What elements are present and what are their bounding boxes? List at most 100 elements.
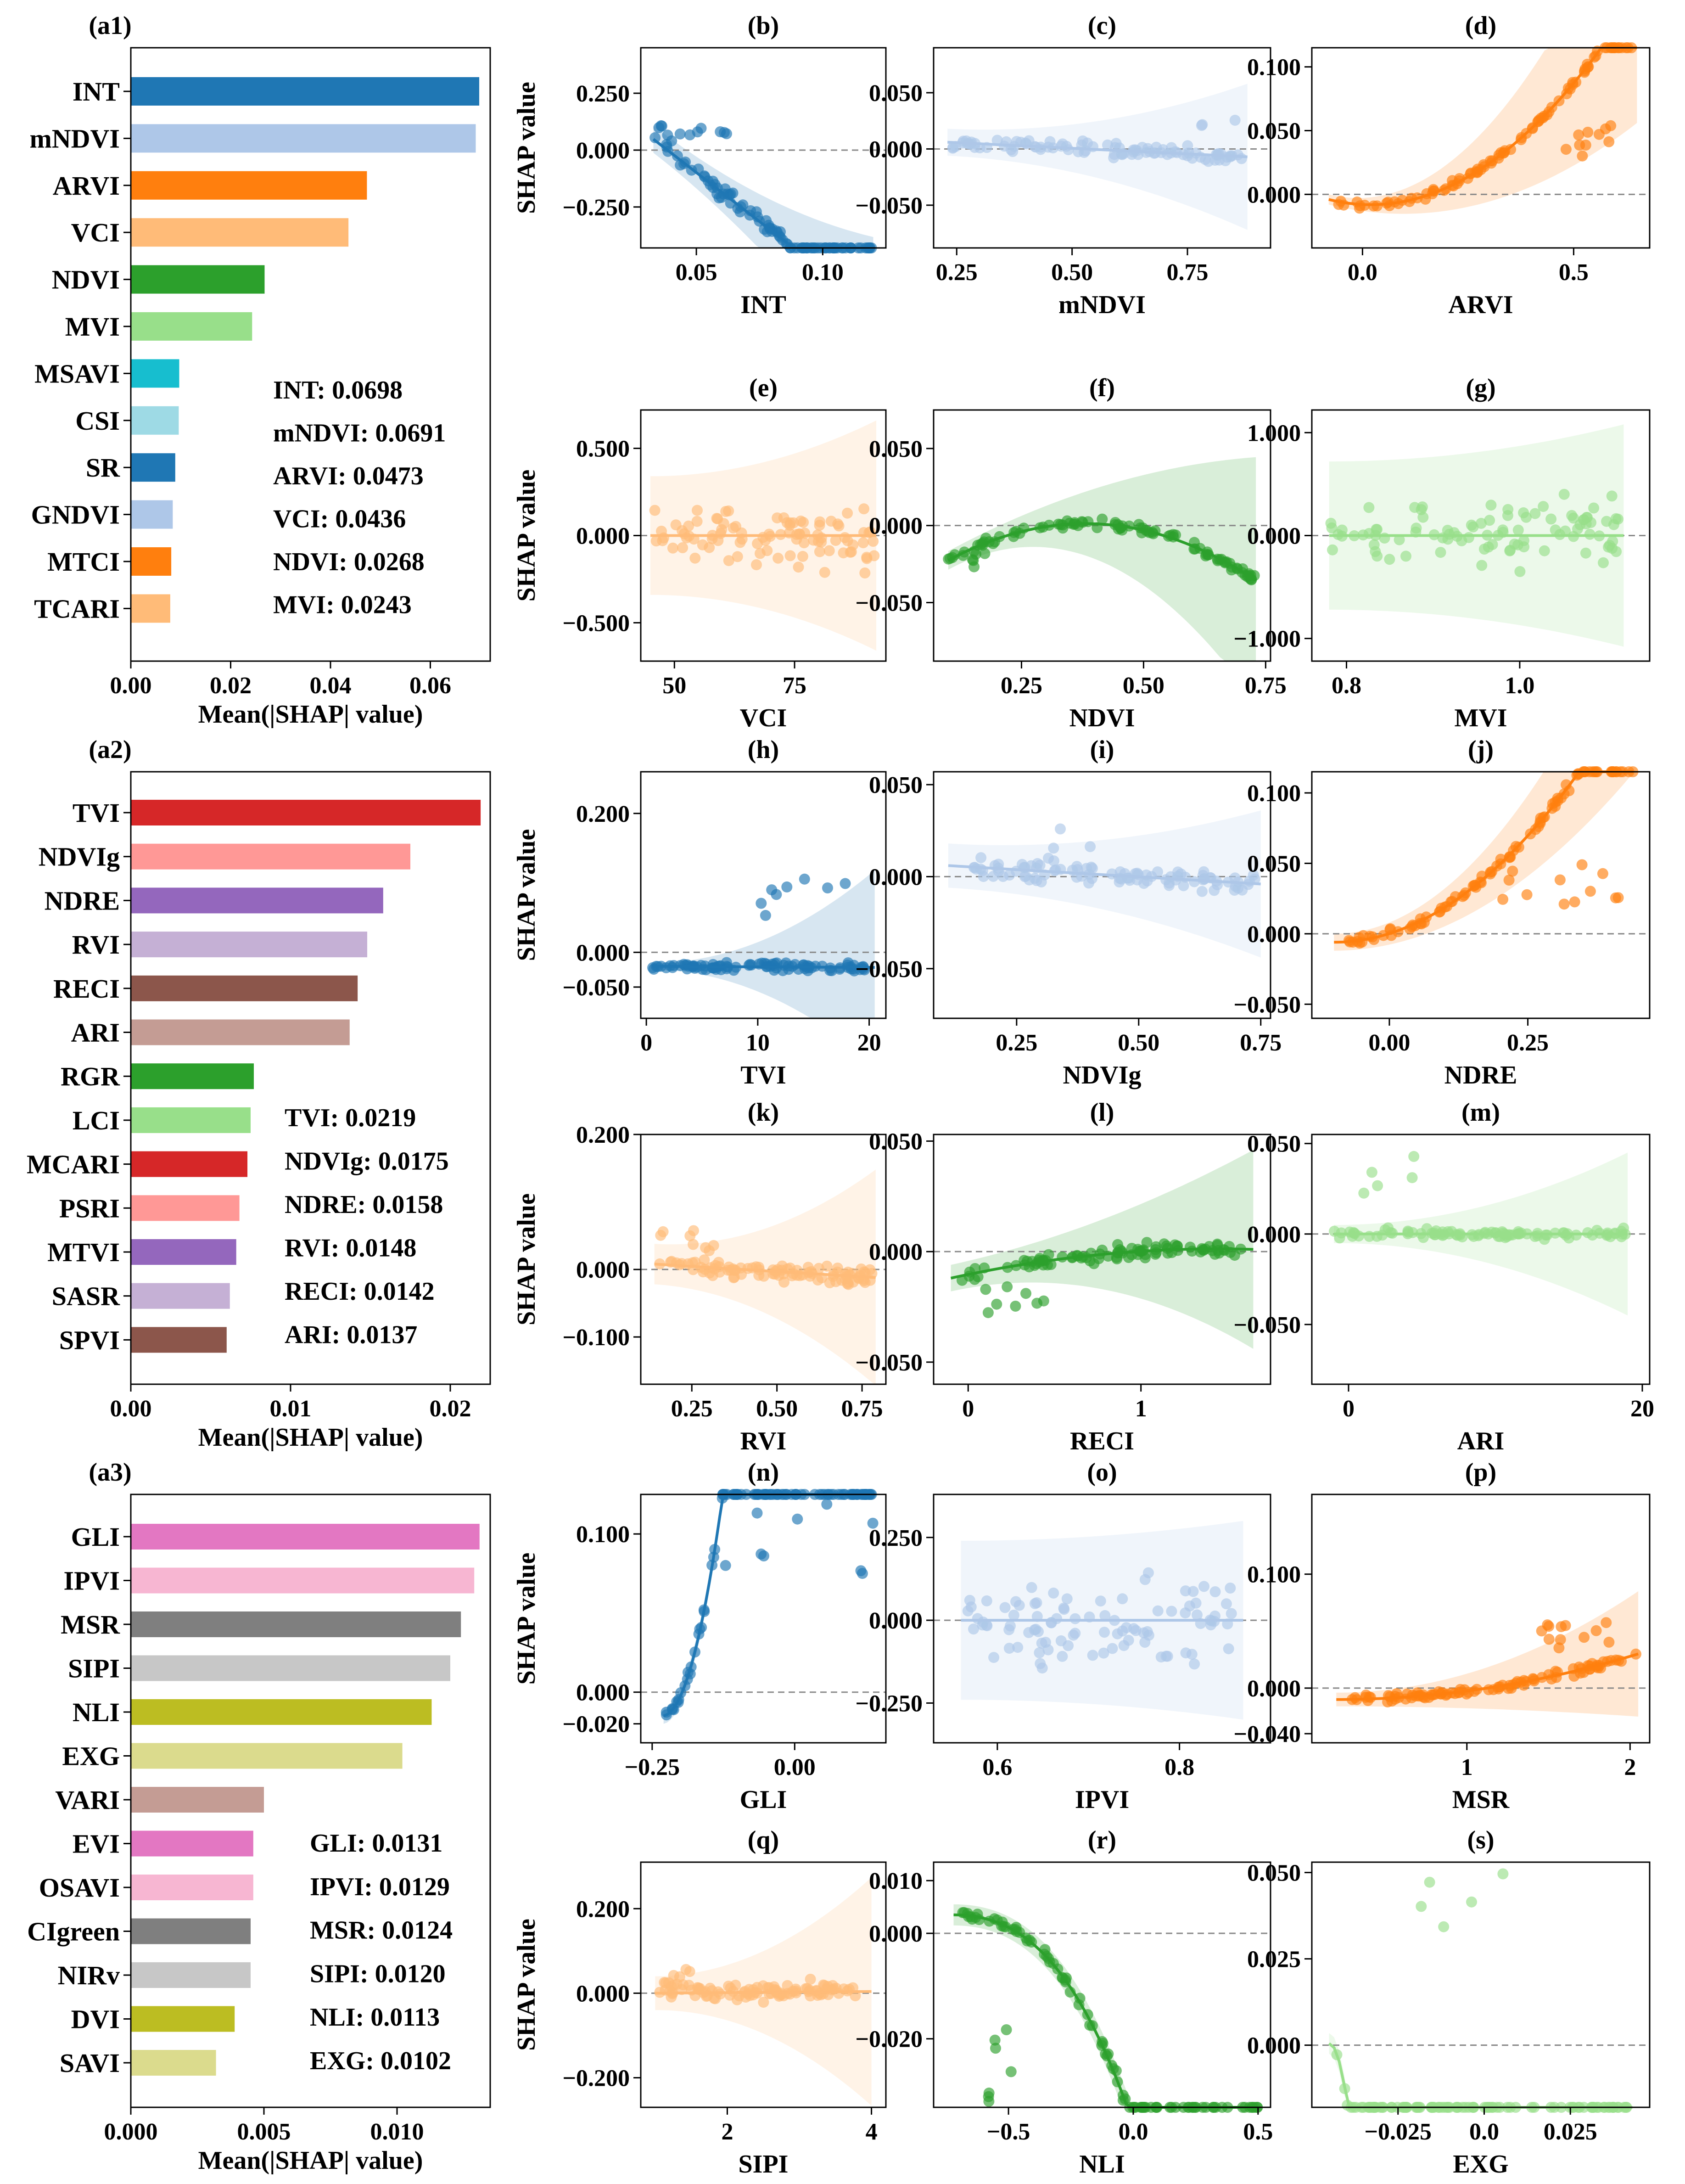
dependence-panel-d: 0.0 0.5 0.100 0.050 0.000 (d) ARVI [1247, 11, 1651, 319]
scatter-point [1476, 560, 1488, 571]
panel-label: (p) [1465, 1458, 1496, 1487]
importance-bar-panels: (a1) INT mNDVI ARVI VCI NDVI MVI MSAVI CSI SR GNDV… [27, 11, 491, 2175]
y-axis-label: SHAP value [512, 829, 541, 961]
importance-annotation: EXG: 0.0102 [310, 2047, 451, 2075]
y-tick-label: 0.000 [1247, 1222, 1301, 1248]
bar-IPVI [131, 1567, 475, 1594]
scatter-point [792, 1513, 803, 1525]
scatter-point [1514, 566, 1526, 577]
scatter-point [1372, 1180, 1383, 1191]
bar-NIRv [131, 1962, 251, 1988]
scatter-point [649, 505, 661, 516]
axes-frame [933, 1134, 1271, 1385]
scatter-point [1574, 140, 1585, 151]
scatter-point [859, 1267, 871, 1278]
scatter-point [1030, 1623, 1041, 1635]
scatter-point [1143, 1629, 1154, 1641]
scatter-point [991, 135, 1003, 146]
y-tick-label: 0.100 [1247, 780, 1301, 807]
scatter-point [747, 1262, 758, 1274]
y-tick-label: 0.200 [576, 1896, 630, 1922]
scatter-point [1189, 1658, 1200, 1670]
y-tick-label: −0.200 [562, 2066, 630, 2092]
bar-EXG [131, 1743, 403, 1769]
category-label-MTVI: MTVI [47, 1237, 120, 1267]
y-tick-label: 0.000 [576, 940, 630, 966]
axes-frame [640, 1493, 887, 1744]
dependence-panel-p: 1 2 0.100 0.000 −0.040 (p) MSR [1233, 1458, 1651, 1814]
scatter-point [1566, 510, 1578, 521]
x-axis-label: RECI [1070, 1427, 1134, 1455]
scatter-point [740, 1992, 751, 2003]
scatter-point [1196, 120, 1207, 131]
x-axis-label: INT [740, 291, 786, 319]
scatter-point [1408, 1151, 1420, 1162]
scatter-points [661, 1489, 879, 1721]
scatter-point [1008, 1610, 1019, 1621]
category-label-OSAVI: OSAVI [39, 1873, 120, 1903]
panel-label: (a1) [89, 11, 131, 40]
dependence-panel-o: 0.6 0.8 0.250 0.000 −0.250 (o) IPVI [855, 1458, 1271, 1814]
y-tick-label: 0.000 [869, 513, 923, 539]
x-tick-label: 1 [1135, 1396, 1147, 1422]
scatter-point [1364, 1691, 1375, 1703]
fit-line [655, 1990, 872, 1995]
y-tick-label: 0.050 [869, 772, 923, 798]
scatter-point [732, 551, 743, 562]
x-axis-label: SIPI [739, 2150, 789, 2178]
scatter-point [1580, 547, 1591, 559]
bar-NDVI [131, 265, 265, 294]
scatter-point [781, 517, 793, 528]
scatter-point [1370, 546, 1381, 557]
bar-RGR [131, 1063, 254, 1089]
confidence-band [1336, 1591, 1639, 1717]
x-tick-label: 0.75 [1167, 259, 1209, 286]
x-tick-label: 0.50 [1123, 673, 1164, 699]
y-tick-label: −0.500 [562, 610, 630, 636]
scatter-point [781, 881, 793, 893]
x-tick-label: 0.8 [1332, 673, 1361, 699]
category-label-SPVI: SPVI [59, 1325, 120, 1355]
category-label-INT: INT [73, 77, 120, 107]
scatter-point [692, 126, 703, 138]
scatter-point [1507, 865, 1518, 877]
scatter-point [1012, 1642, 1024, 1653]
scatter-point [982, 1307, 994, 1319]
scatter-point [819, 567, 830, 578]
scatter-point [722, 188, 733, 200]
scatter-point [1058, 1604, 1070, 1615]
scatter-point [1371, 524, 1382, 535]
x-tick-label: 1.0 [1505, 673, 1534, 699]
scatter-point [990, 2043, 1001, 2054]
x-tick-label: 0.04 [310, 673, 352, 699]
bar-ARVI [131, 171, 367, 200]
scatter-point [1248, 869, 1259, 881]
x-tick-label: 0.8 [1164, 1754, 1194, 1780]
scatter-point [1118, 1640, 1130, 1651]
y-tick-label: 0.000 [869, 1921, 923, 1947]
scatter-point [1438, 1921, 1450, 1932]
x-tick-label: 0.02 [430, 1396, 471, 1422]
scatter-point [1139, 1252, 1151, 1263]
panel-label: (h) [748, 735, 779, 764]
scatter-point [653, 122, 665, 133]
scatter-point [1048, 842, 1059, 854]
scatter-point [1236, 153, 1247, 164]
scatter-point [1209, 1586, 1221, 1597]
scatter-point [771, 1985, 782, 1996]
bar-MSR [131, 1611, 461, 1637]
scatter-point [1229, 885, 1240, 896]
importance-annotation: mNDVI: 0.0691 [273, 419, 446, 448]
bar-MTVI [131, 1239, 236, 1265]
importance-annotation: TVI: 0.0219 [285, 1104, 416, 1132]
scatter-point [1608, 519, 1619, 530]
panel-label: (r) [1088, 1826, 1116, 1854]
x-axis-label: mNDVI [1058, 291, 1146, 319]
x-tick-label: 0.6 [982, 1754, 1012, 1780]
importance-annotation: RECI: 0.0142 [285, 1277, 435, 1306]
scatter-point [868, 536, 879, 547]
dependence-panel-f: 0.25 0.50 0.75 0.050 0.000 −0.050 (f) NDVI [855, 374, 1287, 732]
importance-annotation: NLI: 0.0113 [310, 2003, 440, 2032]
scatter-point [1004, 870, 1015, 881]
